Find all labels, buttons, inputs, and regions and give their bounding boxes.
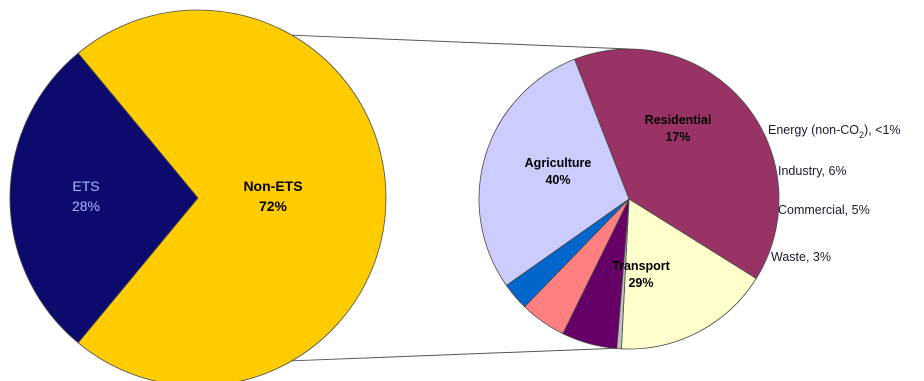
slice-transport <box>478 58 630 286</box>
label-energy-subscript: 2 <box>859 130 864 140</box>
label-transport-value: 29% <box>628 276 653 290</box>
slice-non-ets <box>77 9 387 381</box>
label-agriculture: Agriculture <box>525 156 592 170</box>
label-waste: Waste, 3% <box>771 250 831 264</box>
label-non-ets-value: 72% <box>259 198 288 214</box>
label-transport: Transport <box>612 259 670 273</box>
connector-line-bottom <box>291 347 624 362</box>
connector-lines <box>291 34 630 362</box>
label-industry: Industry, 6% <box>778 164 847 178</box>
slice-agriculture <box>574 48 780 280</box>
label-residential: Residential <box>645 113 712 127</box>
label-energy-non-co2: Energy (non-CO2), <1% <box>768 123 901 140</box>
label-residential-value: 17% <box>665 130 690 144</box>
slice-residential <box>621 198 757 350</box>
slice-ets <box>9 52 199 344</box>
label-ets-value: 28% <box>72 198 100 214</box>
pie-non-ets-breakdown <box>478 48 780 350</box>
label-ets: ETS <box>72 178 99 194</box>
label-commercial: Commercial, 5% <box>778 203 870 217</box>
label-energy-text: Energy (non-CO <box>768 123 859 137</box>
connector-line-top <box>291 34 630 50</box>
label-agriculture-value: 40% <box>545 173 570 187</box>
pie-labels: ETS 28% Non-ETS 72% Agriculture 40% Residentia… <box>72 113 901 290</box>
pie-ets-split <box>9 9 387 381</box>
label-energy-suffix: ), <1% <box>864 123 900 137</box>
label-non-ets: Non-ETS <box>243 178 302 194</box>
